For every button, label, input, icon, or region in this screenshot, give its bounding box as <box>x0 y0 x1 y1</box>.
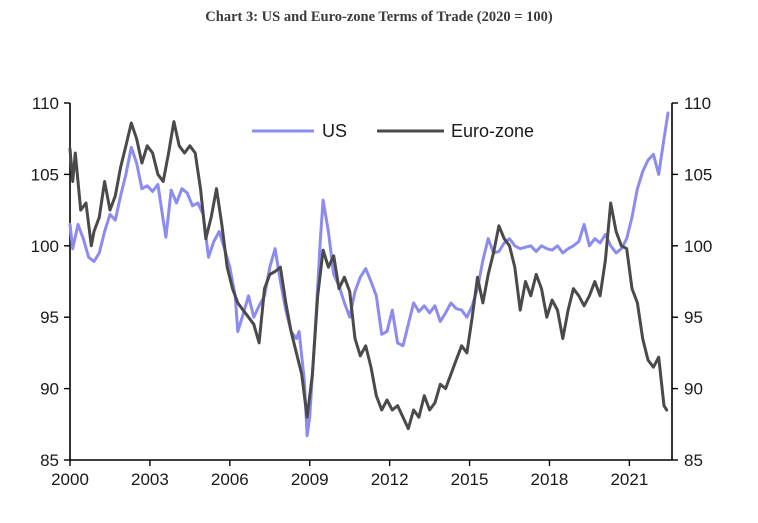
x-tick-label: 2021 <box>610 470 648 489</box>
legend-label-us: US <box>322 121 347 141</box>
x-tick-label: 2006 <box>211 470 249 489</box>
series-lines <box>68 111 670 438</box>
chart-title: Chart 3: US and Euro-zone Terms of Trade… <box>205 9 553 25</box>
legend: US Euro-zone <box>252 121 534 141</box>
x-tick-label: 2003 <box>131 470 169 489</box>
right-y-tick-label: 90 <box>684 380 703 399</box>
left-y-tick-label: 95 <box>40 308 59 327</box>
x-tick-label: 2000 <box>51 470 89 489</box>
x-tick-label: 2012 <box>371 470 409 489</box>
x-tick-label: 2018 <box>531 470 569 489</box>
right-y-tick-label: 105 <box>684 165 712 184</box>
ticks: 85 90 95 100 105 110 85 90 95 100 105 110 2000 2003 20… <box>31 94 713 489</box>
x-tick-label: 2009 <box>291 470 329 489</box>
x-tick-label: 2015 <box>451 470 489 489</box>
left-y-tick-label: 105 <box>31 165 59 184</box>
left-y-tick-label: 90 <box>40 380 59 399</box>
right-y-tick-label: 85 <box>684 451 703 470</box>
left-y-tick-label: 110 <box>32 94 59 113</box>
left-y-tick-label: 100 <box>31 237 59 256</box>
left-y-tick-label: 85 <box>40 451 59 470</box>
right-y-tick-label: 95 <box>684 308 703 327</box>
series-line-euro-zone <box>68 120 669 431</box>
right-y-tick-label: 110 <box>684 94 711 113</box>
legend-label-euro-zone: Euro-zone <box>451 121 534 141</box>
right-y-tick-label: 100 <box>684 237 712 256</box>
series-line-us <box>68 111 670 438</box>
